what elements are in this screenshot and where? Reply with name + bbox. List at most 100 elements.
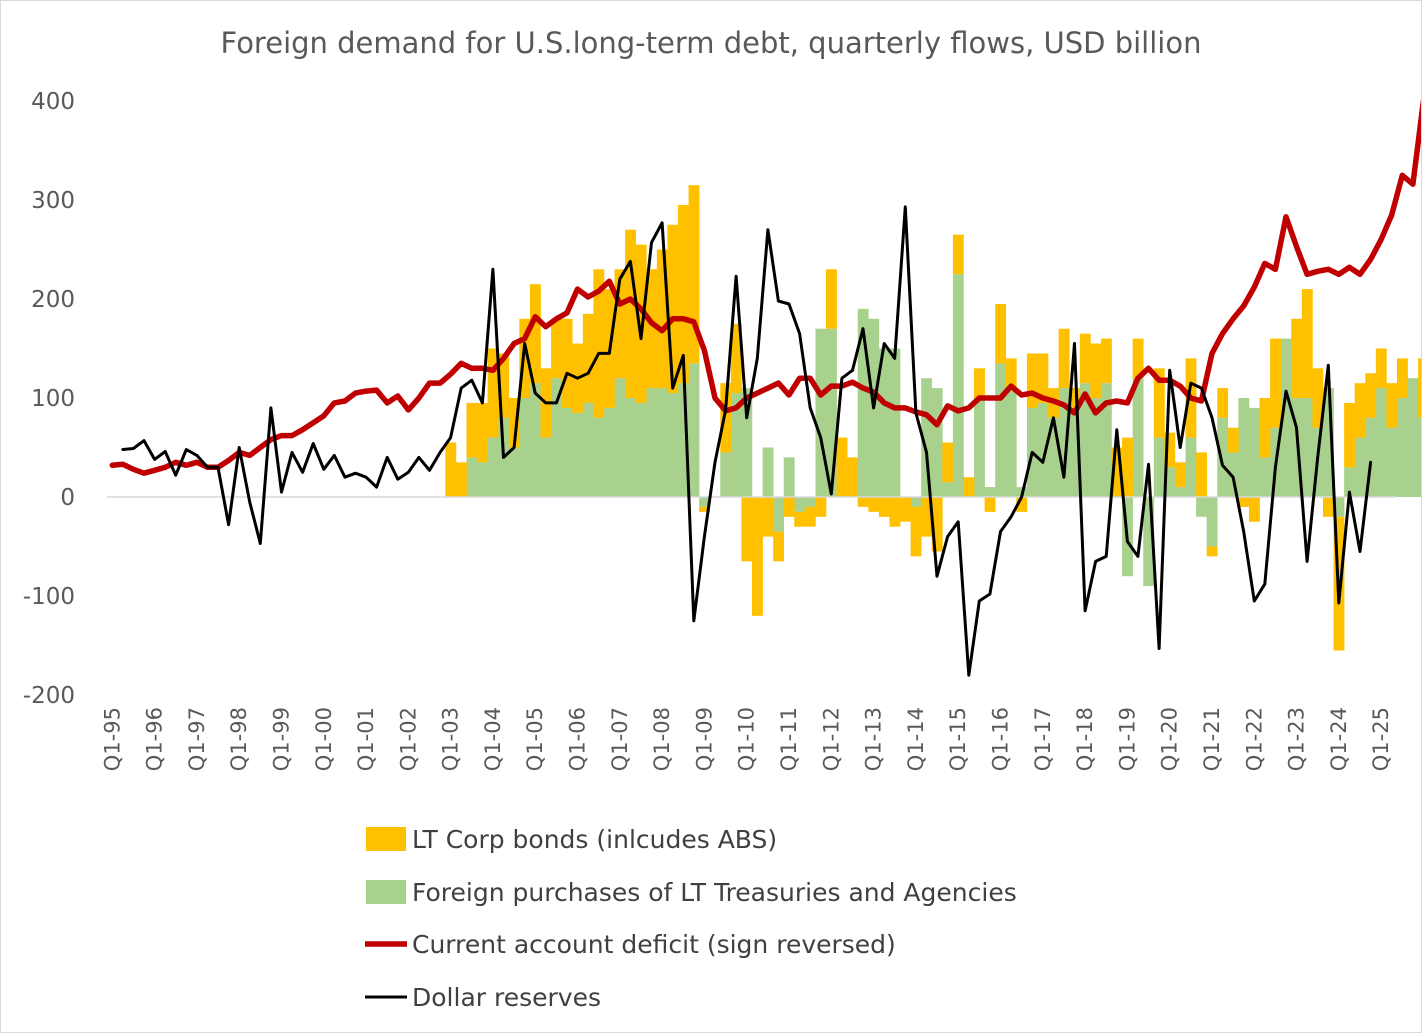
x-tick-label: Q1-98 [227,707,251,771]
corp-bond-bar [1037,353,1049,403]
y-tick-label: 0 [60,485,75,511]
treasury-bar [551,378,562,497]
treasury-bar [1397,398,1408,497]
treasury-bar [1365,417,1377,497]
corp-bond-bar [889,497,901,527]
corp-bond-bar [815,497,827,517]
corp-bond-bar [720,383,732,453]
treasury-bar [1153,437,1165,497]
corp-bond-bar [1132,338,1144,379]
corp-bond-bar [942,442,954,483]
legend-label: Dollar reserves [412,983,601,1012]
corp-bond-bar [804,506,816,527]
treasury-bar [1280,338,1292,497]
treasury-bar [635,402,647,497]
treasury-bar [1164,467,1176,497]
treasury-bar [1143,497,1155,587]
x-tick-label: Q1-96 [143,707,167,771]
dollar-reserves-line [121,205,1373,677]
corp-bond-bar [1058,328,1070,389]
corp-bond-bar [508,398,520,448]
y-tick-label: 200 [31,287,75,313]
corp-bond-bar [1111,447,1123,497]
treasury-bar [826,328,837,497]
treasury-bar [603,407,615,497]
corp-bond-bar [614,269,626,379]
y-tick-label: -200 [23,683,75,709]
corp-bond-bar [1418,358,1421,418]
corp-bond-bar [1100,338,1112,384]
treasury-bar [1005,388,1017,497]
corp-bond-bar [667,224,679,394]
treasury-bar [519,398,531,497]
x-tick-label: Q1-11 [777,707,801,771]
corp-bond-bar [1248,497,1260,522]
x-tick-label: Q1-99 [269,707,293,771]
corp-bond-bar [1270,338,1281,428]
corp-bond-bar [455,462,467,497]
y-tick-label: -100 [23,584,75,610]
treasury-bar [942,482,954,497]
x-tick-label: Q1-08 [650,707,674,771]
treasury-bar [646,388,658,497]
treasury-bar [741,388,753,497]
x-tick-label: Q1-17 [1031,707,1055,771]
legend-swatch-corp-bonds [366,827,406,851]
treasury-bar [921,378,933,497]
treasury-bar [625,398,636,497]
x-tick-label: Q1-02 [396,707,420,771]
corp-bond-bar [1227,427,1239,453]
x-tick-label: Q1-95 [100,707,124,771]
treasury-bar [1407,378,1419,497]
corp-bond-bar [794,511,806,527]
corp-bond-bar [561,318,573,408]
corp-bond-bar [878,497,890,517]
treasury-bar [1090,398,1102,497]
legend-swatch-treasuries [366,880,406,904]
x-tick-label: Q1-23 [1285,707,1309,771]
x-tick-label: Q1-04 [481,707,505,771]
corp-bond-bar [498,353,510,418]
treasury-bar [582,402,594,497]
treasury-bar [561,407,573,497]
corp-bond-bar [995,303,1007,364]
treasury-bar [1248,407,1260,497]
x-tick-label: Q1-12 [819,707,843,771]
treasury-bar [995,363,1007,497]
corp-bond-bar [752,497,763,616]
treasury-bar [783,457,795,497]
corp-bond-bar [477,402,488,463]
corp-bond-bar [1217,388,1229,418]
treasury-bar [614,378,626,497]
corp-bond-bar [826,269,837,329]
x-tick-label: Q1-16 [988,707,1012,771]
treasury-bar [720,452,732,497]
corp-bond-bar [730,323,742,394]
corp-bond-bar [762,497,774,537]
treasury-bar [1386,427,1398,497]
treasury-bar [1301,398,1313,497]
chart-title: Foreign demand for U.S.long-term debt, q… [221,26,1202,60]
corp-bond-bar [900,497,911,522]
treasury-bar [952,274,964,497]
corp-bond-bar [593,269,605,418]
x-tick-label: Q1-10 [735,707,759,771]
treasury-bar [1100,383,1112,497]
corp-bond-bar [921,497,933,537]
corp-bond-bar [1259,398,1271,458]
x-tick-label: Q1-07 [608,707,632,771]
x-tick-label: Q1-20 [1158,707,1182,771]
treasury-bar [773,497,785,532]
treasury-bar [677,383,689,497]
corp-bond-bar [868,497,880,512]
corp-bond-bar [984,497,996,512]
corp-bond-bar [466,402,478,458]
treasury-bar [487,437,499,497]
legend-label: LT Corp bonds (inlcudes ABS) [412,825,777,854]
x-tick-label: Q1-15 [946,707,970,771]
y-tick-labels: 400 300 200 100 0 -100 -200 [23,89,75,709]
x-tick-label: Q1-22 [1242,707,1266,771]
y-tick-label: 400 [31,89,75,115]
treasury-bar [1174,487,1186,497]
